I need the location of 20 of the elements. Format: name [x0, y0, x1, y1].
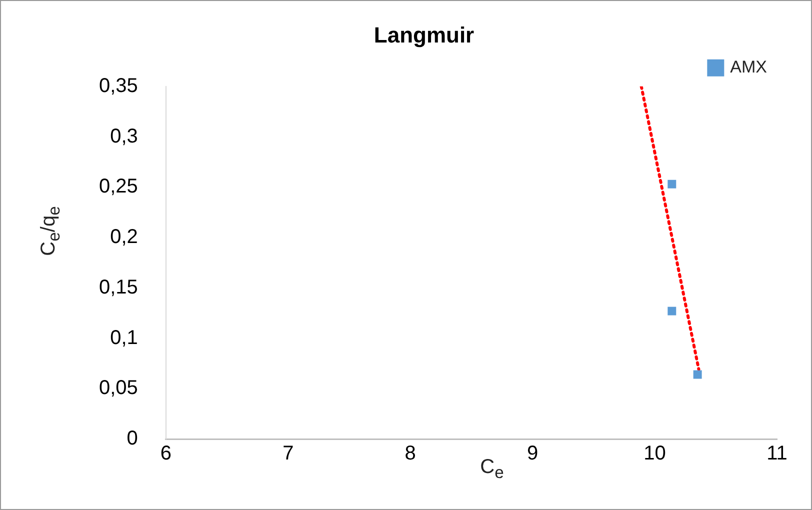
y-tick-label: 0,05 — [98, 377, 138, 400]
y-tick-label: 0,1 — [110, 326, 138, 349]
x-tick-label: 11 — [766, 442, 788, 465]
y-tick-label: 0,35 — [98, 74, 138, 97]
y-tick-label: 0,2 — [110, 226, 138, 248]
y-tick-label: 0,25 — [98, 176, 138, 198]
point — [668, 306, 676, 316]
point — [693, 370, 702, 379]
x-tick-label: 6 — [160, 442, 172, 465]
y-tick-label: 0,3 — [110, 125, 138, 148]
y-tick-label: 0,15 — [98, 276, 138, 298]
x-tick-label: 9 — [527, 442, 538, 465]
legend-label: AMX — [730, 58, 768, 77]
x-tick-label: 10 — [644, 442, 666, 465]
y-tick-label: 0 — [126, 428, 138, 450]
x-axis-title: C$_{e}$ — [480, 456, 504, 482]
x-tick-label: 7 — [282, 442, 294, 465]
x-tick-label: 8 — [404, 442, 416, 465]
point — [668, 180, 676, 188]
chart-title: Langmuir — [374, 22, 475, 48]
